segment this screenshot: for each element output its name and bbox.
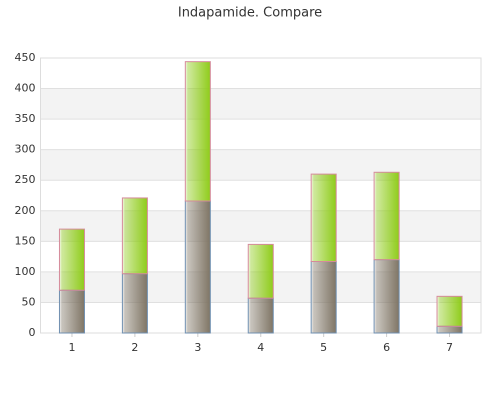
x-tick-label: 7 [446, 341, 453, 354]
bar-segment [121, 197, 148, 275]
bar-segment [373, 259, 400, 334]
y-tick-label: 250 [15, 173, 36, 186]
bar-segment [58, 228, 85, 291]
bar-segment [310, 261, 337, 334]
bar-segment [373, 171, 400, 261]
bar-segment [436, 325, 463, 334]
bar-segment [184, 200, 211, 334]
bar-segment [184, 61, 211, 202]
y-tick-label: 400 [15, 82, 36, 95]
grid-band [40, 149, 481, 181]
y-tick-label: 200 [15, 204, 36, 217]
grid-band [40, 88, 481, 120]
bar-segment [310, 173, 337, 262]
grid-band [40, 210, 481, 242]
bar-segment [247, 297, 274, 334]
bar-segment [247, 243, 274, 299]
y-tick-label: 50 [22, 295, 36, 308]
chart-title: Indapamide. Compare [178, 6, 322, 21]
x-tick-label: 6 [383, 341, 390, 354]
y-tick-label: 450 [15, 51, 36, 64]
y-tick-label: 100 [15, 265, 36, 278]
y-tick-label: 0 [29, 326, 36, 339]
x-tick-label: 2 [131, 341, 138, 354]
x-tick-label: 5 [320, 341, 327, 354]
x-tick-label: 4 [257, 341, 264, 354]
x-tick-label: 1 [68, 341, 75, 354]
y-tick-label: 300 [15, 143, 36, 156]
bar-segment [121, 273, 148, 334]
y-tick-label: 150 [15, 234, 36, 247]
y-tick-label: 350 [15, 112, 36, 125]
bar-segment [58, 289, 85, 334]
x-tick-label: 3 [194, 341, 201, 354]
bar-segment [436, 295, 463, 327]
